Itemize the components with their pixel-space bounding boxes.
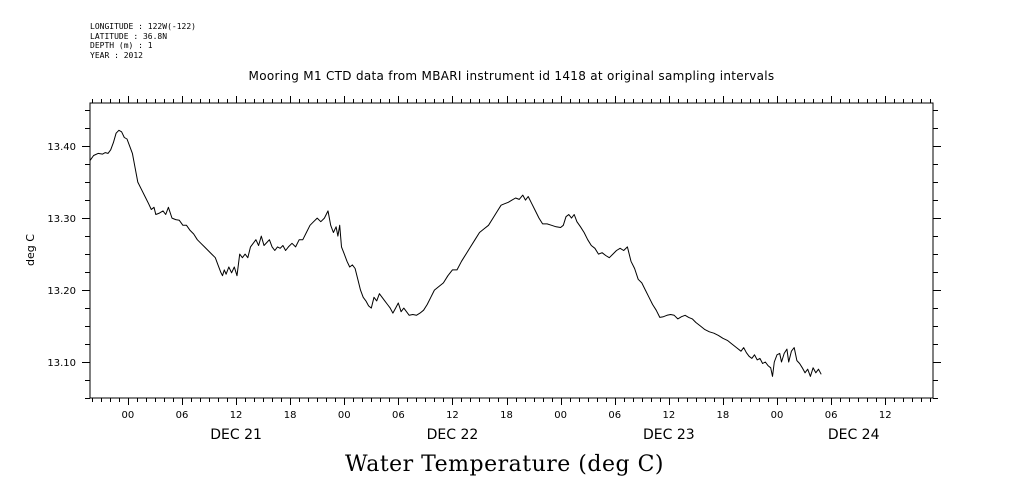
- axis-ticks: [82, 96, 941, 405]
- x-tick-label: 00: [554, 410, 567, 421]
- bottom-title: Water Temperature (deg C): [345, 452, 664, 477]
- x-tick-label: 12: [662, 410, 675, 421]
- x-tick-label: 00: [771, 410, 784, 421]
- metadata-block: LONGITUDE : 122W(-122) LATITUDE : 36.8N …: [90, 22, 196, 60]
- series-group: [89, 129, 822, 377]
- x-tick-label: 18: [717, 410, 730, 421]
- x-day-label: DEC 23: [643, 427, 695, 443]
- longitude-text: LONGITUDE : 122W(-122): [90, 22, 196, 31]
- axis-labels: 13.10 13.20 13.30 13.40 00 06 12 18 00 06 12 18 00 06…: [47, 142, 891, 443]
- x-tick-label: 00: [122, 410, 135, 421]
- depth-text: DEPTH (m) : 1: [90, 41, 153, 51]
- x-tick-label: 18: [284, 410, 297, 421]
- x-tick-label: 12: [230, 410, 243, 421]
- y-tick-label: 13.20: [47, 286, 76, 297]
- x-tick-label: 06: [392, 410, 405, 421]
- x-tick-label: 18: [500, 410, 513, 421]
- series-line-water-temperature: [89, 129, 822, 377]
- latitude-text: LATITUDE : 36.8N: [90, 31, 168, 41]
- x-tick-label: 06: [825, 410, 838, 421]
- y-axis-label: deg C: [24, 234, 37, 266]
- year-text: YEAR : 2012: [90, 50, 143, 60]
- plot-frame: [89, 102, 934, 399]
- chart-title: Mooring M1 CTD data from MBARI instrumen…: [248, 69, 775, 83]
- x-day-label: DEC 21: [210, 427, 262, 443]
- x-tick-label: 12: [879, 410, 892, 421]
- x-tick-label: 00: [338, 410, 351, 421]
- x-tick-label: 12: [446, 410, 459, 421]
- plot-border: [89, 102, 934, 399]
- x-tick-label: 06: [608, 410, 621, 421]
- y-tick-label: 13.10: [47, 358, 76, 369]
- y-tick-label: 13.40: [47, 142, 76, 153]
- x-day-label: DEC 22: [427, 427, 479, 443]
- x-day-label: DEC 24: [828, 427, 880, 443]
- y-tick-label: 13.30: [47, 214, 76, 225]
- x-tick-label: 06: [176, 410, 189, 421]
